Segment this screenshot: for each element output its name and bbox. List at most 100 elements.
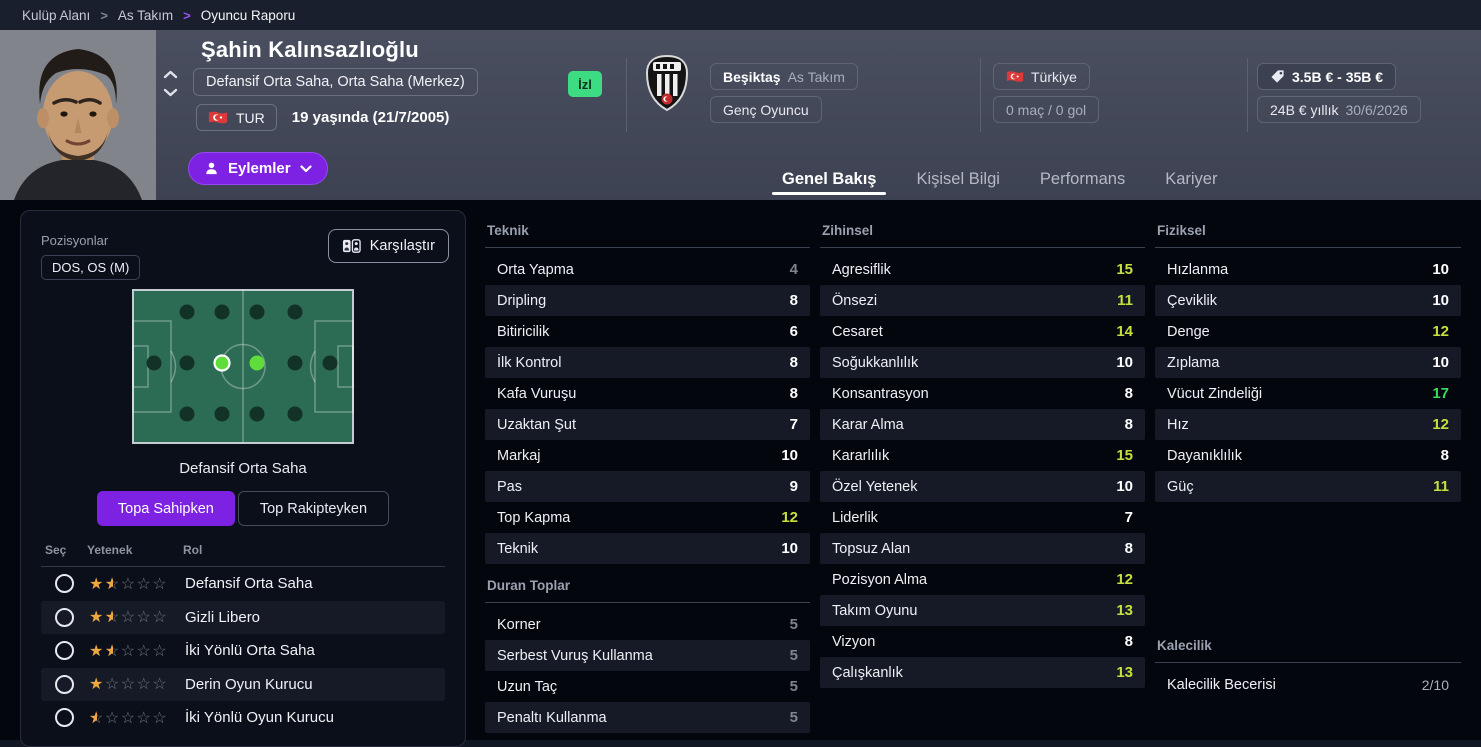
club-crest-icon[interactable]: [645, 54, 689, 112]
attribute-row[interactable]: Kalecilik Becerisi 2/10: [1155, 669, 1461, 700]
role-row[interactable]: ★☆★☆☆☆İki Yönlü Orta Saha: [41, 634, 445, 668]
attribute-name: Takım Oyunu: [832, 602, 918, 619]
tab-3[interactable]: Kariyer: [1165, 170, 1218, 188]
attribute-row[interactable]: Cesaret 14: [820, 316, 1145, 347]
role-radio[interactable]: [55, 641, 74, 661]
chevron-down-icon[interactable]: [163, 88, 178, 97]
role-radio[interactable]: [55, 708, 74, 728]
attribute-value: 4: [789, 261, 798, 278]
attribute-row[interactable]: Uzun Taç 5: [485, 671, 810, 702]
star-empty-icon: ☆: [152, 575, 169, 593]
attribute-value: 10: [1432, 292, 1449, 309]
attribute-row[interactable]: Denge 12: [1155, 316, 1461, 347]
attribute-row[interactable]: İlk Kontrol 8: [485, 347, 810, 378]
nation-code-badge[interactable]: TUR: [196, 104, 277, 131]
wage-contract-pill[interactable]: 24B € yıllık 30/6/2026: [1257, 96, 1421, 123]
transfer-value-pill[interactable]: 3.5B € - 35B €: [1257, 63, 1397, 90]
attribute-row[interactable]: Zıplama 10: [1155, 347, 1461, 378]
player-status-pill[interactable]: Genç Oyuncu: [710, 96, 822, 123]
attribute-row[interactable]: Uzaktan Şut 7: [485, 409, 810, 440]
star-empty-icon: ☆: [136, 642, 153, 660]
attribute-value: 2/10: [1421, 676, 1449, 693]
attribute-row[interactable]: Çeviklik 10: [1155, 285, 1461, 316]
attribute-row[interactable]: Bitiricilik 6: [485, 316, 810, 347]
nation-pill[interactable]: Türkiye: [993, 63, 1090, 90]
attribute-value: 8: [789, 292, 798, 309]
attribute-row[interactable]: Top Kapma 12: [485, 502, 810, 533]
attribute-name: Kararlılık: [832, 447, 890, 464]
attribute-value: 11: [1433, 478, 1449, 495]
attribute-row[interactable]: Pas 9: [485, 471, 810, 502]
compare-button[interactable]: Karşılaştır: [327, 229, 449, 263]
international-record-pill[interactable]: 0 maç / 0 gol: [993, 96, 1100, 123]
tab-0[interactable]: Genel Bakış: [771, 170, 887, 212]
attribute-row[interactable]: Dripling 8: [485, 285, 810, 316]
attribute-value: 12: [781, 509, 798, 526]
attribute-row[interactable]: Penaltı Kullanma 5: [485, 702, 810, 733]
role-radio[interactable]: [55, 674, 74, 694]
attribute-name: Top Kapma: [497, 509, 571, 526]
column-header-ability: Yetenek: [87, 543, 133, 557]
breadcrumb-item[interactable]: As Takım: [117, 7, 174, 23]
attribute-row[interactable]: Özel Yetenek 10: [820, 471, 1145, 502]
attribute-row[interactable]: Konsantrasyon 8: [820, 378, 1145, 409]
attribute-row[interactable]: Kafa Vuruşu 8: [485, 378, 810, 409]
chevron-up-icon[interactable]: [163, 70, 178, 79]
star-empty-icon: ☆: [136, 609, 153, 627]
attribute-name: Önsezi: [832, 292, 878, 309]
attribute-value: 10: [781, 540, 798, 557]
attribute-row[interactable]: Hız 12: [1155, 409, 1461, 440]
attribute-row[interactable]: Vücut Zindeliği 17: [1155, 378, 1461, 409]
breadcrumb-item[interactable]: Oyuncu Raporu: [200, 7, 296, 23]
actions-button[interactable]: Eylemler: [188, 152, 328, 185]
attribute-value: 7: [1124, 509, 1133, 526]
role-row[interactable]: ☆★☆☆☆☆İki Yönlü Oyun Kurucu: [41, 701, 445, 735]
role-row[interactable]: ★☆★☆☆☆Gizli Libero: [41, 600, 445, 634]
attribute-row[interactable]: Orta Yapma 4: [485, 254, 810, 285]
attribute-value: 8: [1124, 540, 1133, 557]
star-empty-icon: ☆: [136, 676, 153, 694]
attribute-value: 8: [1440, 447, 1449, 464]
attribute-row[interactable]: Serbest Vuruş Kullanma 5: [485, 640, 810, 671]
attribute-row[interactable]: Agresiflik 15: [820, 254, 1145, 285]
role-radio[interactable]: [55, 607, 74, 627]
attribute-row[interactable]: Güç 11: [1155, 471, 1461, 502]
attribute-name: Dayanıklılık: [1167, 447, 1242, 464]
attribute-row[interactable]: Karar Alma 8: [820, 409, 1145, 440]
attribute-row[interactable]: Önsezi 11: [820, 285, 1145, 316]
attribute-row[interactable]: Pozisyon Alma 12: [820, 564, 1145, 595]
attribute-value: 5: [789, 647, 798, 664]
attribute-row[interactable]: Vizyon 8: [820, 626, 1145, 657]
role-row[interactable]: ★☆★☆☆☆Defansif Orta Saha: [41, 567, 445, 601]
role-row[interactable]: ★☆☆☆☆ Derin Oyun Kurucu: [41, 667, 445, 701]
attribute-row[interactable]: Çalışkanlık 13: [820, 657, 1145, 688]
scouted-badge[interactable]: İzl: [568, 71, 602, 97]
attribute-row[interactable]: Dayanıklılık 8: [1155, 440, 1461, 471]
breadcrumb-item[interactable]: Kulüp Alanı: [22, 7, 91, 23]
attribute-row[interactable]: Takım Oyunu 13: [820, 595, 1145, 626]
chevron-right-icon: >: [100, 7, 108, 23]
attribute-row[interactable]: Teknik 10: [485, 533, 810, 564]
toggle-out-of-possession[interactable]: Top Rakipteyken: [237, 491, 390, 526]
chevron-right-icon: >: [183, 7, 191, 23]
tab-2[interactable]: Performans: [1039, 170, 1126, 188]
position-pitch: [132, 289, 354, 449]
attribute-name: Teknik: [497, 540, 539, 557]
attribute-name: Vücut Zindeliği: [1167, 385, 1263, 402]
attribute-row[interactable]: Liderlik 7: [820, 502, 1145, 533]
attribute-row[interactable]: Topsuz Alan 8: [820, 533, 1145, 564]
attribute-row[interactable]: Soğukkanlılık 10: [820, 347, 1145, 378]
club-pill[interactable]: Beşiktaş As Takım: [710, 63, 858, 90]
attribute-row[interactable]: Hızlanma 10: [1155, 254, 1461, 285]
attribute-value: 5: [789, 709, 798, 726]
attribute-name: Konsantrasyon: [832, 385, 929, 402]
attribute-row[interactable]: Kararlılık 15: [820, 440, 1145, 471]
position-dot: [249, 406, 265, 422]
star-half-icon: ☆★: [89, 709, 105, 727]
toggle-in-possession[interactable]: Topa Sahipken: [96, 491, 235, 526]
attribute-value: 8: [789, 385, 798, 402]
role-radio[interactable]: [55, 574, 74, 594]
attribute-row[interactable]: Korner 5: [485, 609, 810, 640]
tab-1[interactable]: Kişisel Bilgi: [916, 170, 1000, 188]
attribute-row[interactable]: Markaj 10: [485, 440, 810, 471]
